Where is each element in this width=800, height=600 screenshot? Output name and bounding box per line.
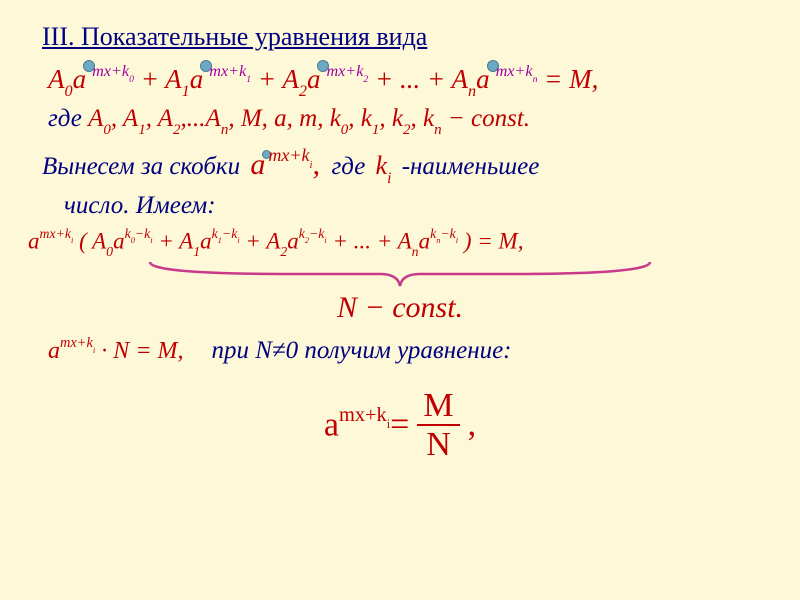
factor-out-text-2: число. Имеем:: [18, 192, 782, 220]
equation-n-m: amx+ki · N = M, при N≠0 получим уравнени…: [18, 331, 782, 371]
section-title: III. Показательные уравнения вида: [18, 22, 782, 52]
equation-1: A0amx+k0 + A1amx+k1 + A2amx+k2 + ... + A…: [18, 64, 782, 99]
final-equation: amx+ki = M N ,: [18, 387, 782, 464]
equation-factored: amx+ki ( A0ak0−ki + A1ak1−ki + A2ak2−ki …: [18, 228, 782, 258]
underbrace: [18, 260, 782, 293]
factor-out-text: Вынесем за скобки amx+ki, где ki -наимен…: [18, 147, 782, 185]
n-const: N − const.: [18, 291, 782, 325]
where-const: где A0, A1, A2,...An, M, a, m, k0, k1, k…: [18, 105, 782, 137]
